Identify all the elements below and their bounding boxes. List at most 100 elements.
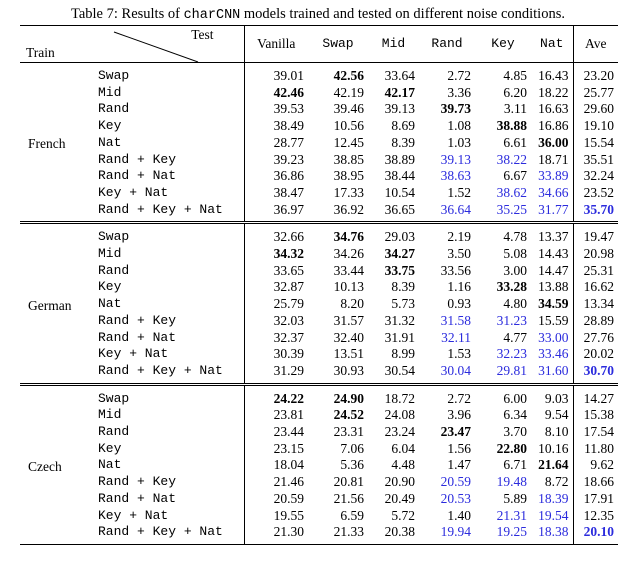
value-cell: 19.94 [440, 524, 471, 540]
value-cell: 24.08 [384, 407, 415, 423]
train-condition: Nat [98, 457, 122, 473]
value-cell: 6.61 [503, 134, 527, 150]
train-condition: Key [98, 440, 122, 456]
train-condition: Key + Nat [98, 184, 169, 200]
value-cell: 30.70 [572, 362, 618, 385]
value-cell: 1.08 [447, 118, 471, 134]
value-cell: 36.86 [243, 168, 308, 185]
value-cell: 33.46 [538, 346, 569, 362]
value-cell: 20.90 [384, 474, 415, 490]
value-cell: 19.55 [243, 507, 308, 525]
col-header-ave: Ave [572, 25, 618, 63]
value-cell: 31.32 [384, 312, 415, 328]
train-condition: Mid [98, 407, 122, 423]
value-cell: 34.27 [384, 246, 415, 262]
value-cell: 20.02 [572, 346, 618, 363]
value-cell: 31.57 [333, 312, 364, 328]
value-cell: 42.56 [333, 68, 364, 83]
value-cell: 6.34 [503, 407, 527, 423]
col-header-key: Key [491, 35, 515, 51]
value-cell: 4.85 [503, 68, 527, 83]
value-cell: 21.56 [333, 490, 364, 506]
value-cell: 34.32 [243, 246, 308, 263]
value-cell: 31.58 [440, 312, 471, 328]
caption-prefix: Table 7: Results of [71, 6, 184, 22]
value-cell: 18.71 [538, 151, 569, 167]
value-cell: 33.75 [384, 262, 415, 278]
value-cell: 7.06 [340, 440, 364, 456]
value-cell: 24.22 [243, 384, 308, 408]
value-cell: 5.72 [391, 507, 415, 523]
value-cell: 6.67 [503, 168, 527, 184]
value-cell: 33.89 [538, 168, 569, 184]
value-cell: 23.15 [243, 440, 308, 458]
value-cell: 31.91 [384, 329, 415, 345]
value-cell: 1.56 [447, 440, 471, 456]
value-cell: 38.63 [440, 168, 471, 184]
value-cell: 2.19 [447, 229, 471, 245]
train-condition: Rand [98, 262, 130, 278]
value-cell: 20.49 [384, 490, 415, 506]
value-cell: 32.37 [243, 329, 308, 347]
value-cell: 1.03 [447, 134, 471, 150]
table-row: Mid 23.81 24.52 24.08 3.96 6.34 9.54 15.38 [20, 407, 618, 425]
table-row: Key 38.49 10.56 8.69 1.08 38.88 16.86 19.10 [20, 118, 618, 135]
value-cell: 32.03 [243, 312, 308, 330]
value-cell: 10.54 [384, 184, 415, 200]
value-cell: 14.27 [572, 384, 618, 408]
value-cell: 6.00 [503, 390, 527, 406]
value-cell: 14.47 [538, 262, 569, 278]
train-condition: Rand + Key + Nat [98, 524, 223, 540]
value-cell: 9.62 [572, 457, 618, 475]
value-cell: 5.08 [503, 246, 527, 262]
value-cell: 25.31 [572, 262, 618, 280]
table-row: Rand + Key 32.03 31.57 31.32 31.58 31.23 15.59… [20, 312, 618, 330]
table-row: Key + Nat 19.55 6.59 5.72 1.40 21.31 19.54 12.3… [20, 507, 618, 525]
value-cell: 33.64 [384, 68, 415, 83]
value-cell: 17.33 [333, 184, 364, 200]
value-cell: 3.70 [503, 424, 527, 440]
train-condition: Key [98, 118, 122, 134]
train-condition: Swap [98, 229, 130, 245]
value-cell: 4.78 [503, 229, 527, 245]
table-row: Nat 18.04 5.36 4.48 1.47 6.71 21.64 9.62 [20, 457, 618, 475]
train-condition: Rand + Nat [98, 329, 177, 345]
value-cell: 29.03 [384, 229, 415, 245]
value-cell: 12.35 [572, 507, 618, 525]
value-cell: 15.59 [538, 312, 569, 328]
train-condition: Rand + Key + Nat [98, 201, 223, 217]
table-row: Rand + Key + Nat 21.30 21.33 20.38 19.94 19.2… [20, 524, 618, 545]
value-cell: 21.31 [496, 507, 527, 523]
results-table: Test Train Vanilla Swap Mid Rand Key Nat… [20, 25, 618, 545]
train-condition: Rand [98, 101, 130, 117]
value-cell: 30.54 [384, 362, 415, 378]
table-row: Rand 23.44 23.31 23.24 23.47 3.70 8.10 17.54 [20, 424, 618, 441]
value-cell: 42.46 [243, 84, 308, 102]
value-cell: 18.38 [538, 524, 569, 540]
value-cell: 20.10 [572, 524, 618, 545]
value-cell: 20.59 [243, 490, 308, 508]
value-cell: 38.62 [496, 184, 527, 200]
value-cell: 18.22 [538, 84, 569, 100]
train-condition: Key + Nat [98, 507, 169, 523]
value-cell: 3.50 [447, 246, 471, 262]
value-cell: 22.80 [496, 440, 527, 456]
value-cell: 19.10 [572, 118, 618, 135]
value-cell: 3.96 [447, 407, 471, 423]
value-cell: 34.59 [538, 296, 569, 312]
test-header-label: Test [191, 27, 214, 42]
train-condition: Rand [98, 424, 130, 440]
value-cell: 36.65 [384, 201, 415, 217]
value-cell: 12.45 [333, 134, 364, 150]
value-cell: 8.69 [391, 118, 415, 134]
value-cell: 31.60 [538, 362, 569, 378]
language-label: Czech [28, 458, 62, 474]
value-cell: 33.44 [333, 262, 364, 278]
table-row: German Swap 32.66 34.76 29.03 2.19 4.78 13.37 19… [20, 222, 618, 313]
value-cell: 32.66 [243, 222, 308, 247]
table-row: Nat 28.77 12.45 8.39 1.03 6.61 36.00 15.54 [20, 134, 618, 152]
value-cell: 38.89 [384, 151, 415, 167]
value-cell: 39.13 [384, 101, 415, 117]
value-cell: 25.79 [243, 296, 308, 313]
value-cell: 38.88 [496, 118, 527, 134]
